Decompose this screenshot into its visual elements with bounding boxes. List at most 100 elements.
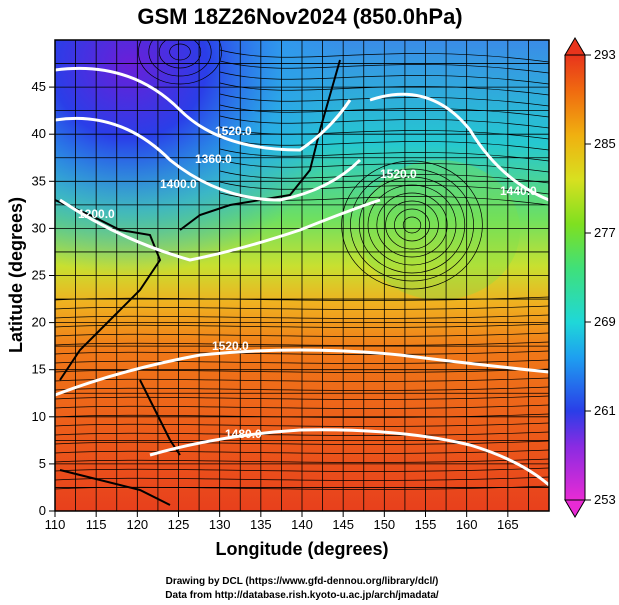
contour-label: 1440.0 [500,184,537,198]
streamline-trade [55,404,549,409]
streamline-trade [55,485,549,490]
colorbar-scale [564,54,586,501]
streamline-vortex [385,200,439,250]
colorbar-tick-label: 285 [594,136,616,151]
streamline-trade [55,422,549,427]
y-tick-label: 10 [32,409,46,424]
streamline-trade [55,341,549,346]
streamlines [55,40,549,490]
coastline-mainland [55,199,162,381]
plot-area: 1520.0 1360.0 1400.0 1520.0 1520.0 1480.… [55,40,549,511]
y-tick-label: 15 [32,362,46,377]
streamline-vortex [367,184,457,266]
y-tick-label: 25 [32,268,46,283]
streamline-vortex [350,168,474,282]
colorbar-min-arrow [564,499,586,518]
coastlines [55,59,341,506]
x-tick-label: 145 [332,517,354,532]
streamline-low [169,43,191,61]
x-tick-label: 155 [415,517,437,532]
streamline-trade [55,296,549,301]
chart-title: GSM 18Z26Nov2024 (850.0hPa) [137,4,462,29]
streamline-westerly [219,104,549,118]
x-tick-label: 125 [168,517,190,532]
contour-label: 1360.0 [195,152,232,166]
grid-lines [55,40,549,511]
streamline-trade [55,449,549,454]
streamline-westerly [219,49,549,63]
streamline-westerly [219,93,549,107]
y-tick-label: 30 [32,220,46,235]
y-tick-label: 35 [32,173,46,188]
streamline-trade [55,323,549,328]
streamline-westerly [219,115,549,129]
y-tick-label: 45 [32,79,46,94]
y-axis-label: Latitude (degrees) [6,197,26,353]
colorbar-tick-label: 269 [594,314,616,329]
contour-line-4 [369,92,549,202]
x-tick-label: 165 [497,517,519,532]
streamline-trade [55,476,549,481]
contour-line-6 [149,428,549,487]
streamline-vortex [402,216,422,234]
y-tick-label: 40 [32,126,46,141]
x-tick-label: 120 [126,517,148,532]
colorbar: 253 261 269 277 285 293 [564,37,616,518]
contour-line-1 [55,66,352,152]
streamline-trade [55,413,549,418]
x-tick-label: 160 [456,517,478,532]
streamline-trade [55,332,549,337]
colorbar-max-arrow [564,37,586,56]
streamline-westerly [219,126,549,140]
x-tick-label: 115 [86,517,107,532]
streamline-vortex [341,160,483,290]
x-tick-label: 140 [291,517,313,532]
streamline-trade [55,368,549,373]
streamline-westerly [219,82,549,96]
streamline-trade [55,386,549,391]
colorbar-tick-label: 261 [594,403,616,418]
contour-line-2 [55,116,362,202]
streamline-low [138,40,222,85]
streamline-low [158,40,202,69]
x-tick-label: 130 [209,517,231,532]
contour-label: 1200.0 [78,207,115,221]
contour-label-group: 1520.0 1360.0 1400.0 1520.0 1520.0 1480.… [78,124,537,441]
streamline-westerly [219,181,549,195]
credit-drawing: Drawing by DCL (https://www.gfd-dennou.o… [166,576,439,587]
y-tick-label: 5 [39,456,46,471]
streamline-trade [55,314,549,319]
streamline-vortex [394,208,430,242]
streamline-vortex [358,176,466,274]
x-axis-ticks: 110 115 120 125 130 135 140 145 150 155 160 165 [45,511,519,532]
streamline-westerly [219,170,549,184]
streamline-trade [55,395,549,400]
colorbar-tick-label: 293 [594,47,616,62]
x-tick-label: 150 [373,517,395,532]
streamline-westerly [219,71,549,85]
contour-label: 1520.0 [212,339,249,353]
colorbar-ticks: 253 261 269 277 285 293 [585,47,616,507]
x-tick-label: 135 [250,517,272,532]
height-contours [55,66,549,487]
coastline-philippines [139,379,181,456]
x-axis-label: Longitude (degrees) [215,539,388,559]
x-tick-label: 110 [45,517,66,532]
streamline-vortex [376,192,448,258]
streamline-westerly [219,137,549,151]
streamline-trade [55,467,549,472]
y-tick-label: 20 [32,315,46,330]
colorbar-tick-label: 253 [594,492,616,507]
coastline-japan [179,59,341,231]
y-tick-label: 0 [39,503,46,518]
streamline-trade [55,458,549,463]
contour-label: 1520.0 [380,167,417,181]
streamline-westerly [219,159,549,173]
coastline-borneo [59,469,171,506]
contour-line-3 [59,198,381,262]
contour-label: 1480.0 [225,427,262,441]
contour-line-5 [55,348,549,397]
streamline-low [148,40,212,77]
contour-label: 1520.0 [215,124,252,138]
